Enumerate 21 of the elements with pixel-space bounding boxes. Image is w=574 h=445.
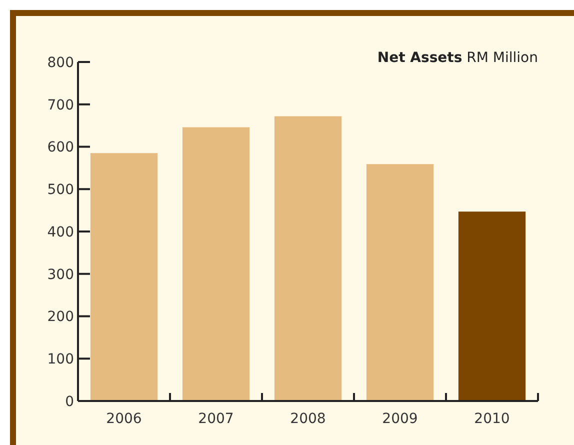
y-tick-label: 200 (47, 309, 74, 326)
y-tick-label: 600 (47, 140, 74, 156)
bar (366, 164, 434, 401)
bar (90, 153, 158, 401)
y-tick-label: 800 (47, 54, 74, 71)
y-tick-label: 400 (47, 224, 74, 240)
x-tick-label: 2009 (382, 411, 418, 427)
chart-title: Net Assets (377, 50, 462, 66)
y-tick-label: 100 (47, 352, 74, 368)
x-tick-label: 2008 (290, 411, 326, 427)
y-tick-label: 0 (65, 394, 74, 410)
bar (274, 116, 342, 401)
x-tick-label: 2010 (474, 411, 510, 427)
bar (458, 212, 526, 401)
x-tick-label: 2006 (106, 411, 142, 427)
x-tick-label: 2007 (198, 411, 234, 427)
y-tick-label: 500 (47, 182, 74, 198)
bar (182, 127, 250, 401)
y-tick-label: 300 (47, 266, 74, 283)
chart-subtitle: RM Million (462, 50, 538, 66)
y-tick-label: 700 (47, 97, 74, 114)
